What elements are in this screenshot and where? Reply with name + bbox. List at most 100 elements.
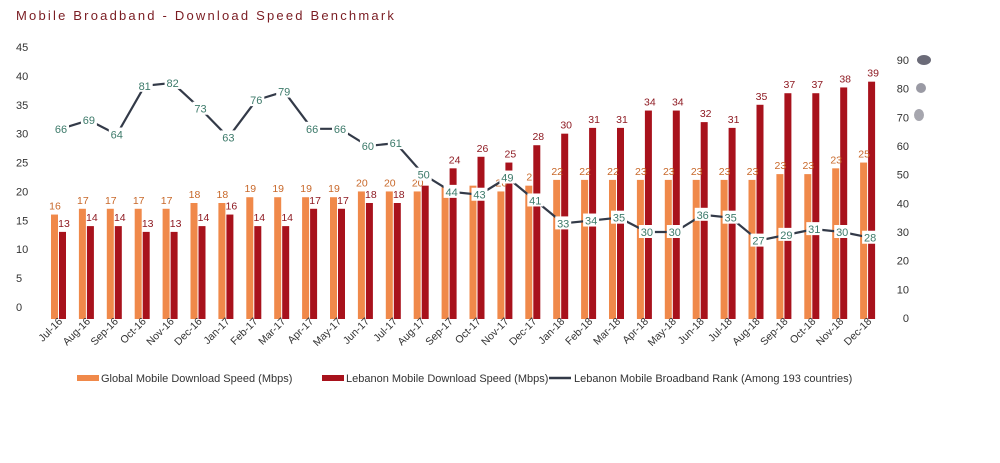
left-axis-tick: 25	[16, 158, 28, 170]
lebanon-speed-bar	[87, 226, 94, 319]
lebanon-speed-label: 31	[616, 114, 628, 126]
legend-label-rank: Lebanon Mobile Broadband Rank (Among 193…	[574, 373, 852, 385]
x-axis-tick: Feb-17	[228, 316, 260, 348]
lebanon-speed-bar	[784, 93, 791, 319]
x-axis-tick: Jun-17	[341, 316, 372, 347]
lebanon-speed-bar	[282, 226, 289, 319]
global-speed-label: 16	[49, 201, 61, 213]
rank-label: 61	[390, 138, 402, 150]
lebanon-speed-bar	[199, 226, 206, 319]
lebanon-speed-label: 31	[728, 114, 740, 126]
rank-label: 31	[808, 224, 820, 236]
global-speed-label: 17	[133, 195, 145, 207]
rank-label: 28	[864, 233, 876, 245]
lebanon-speed-label: 34	[672, 97, 684, 109]
rank-label: 66	[306, 124, 318, 136]
x-axis-tick: Mar-18	[591, 316, 623, 348]
rank-label: 30	[836, 227, 848, 239]
rank-label: 27	[752, 236, 764, 248]
global-speed-bar	[191, 203, 198, 319]
lebanon-speed-label: 35	[756, 91, 768, 103]
global-speed-label: 23	[830, 154, 842, 166]
lebanon-speed-bar	[226, 215, 233, 319]
lebanon-speed-label: 39	[867, 68, 879, 80]
right-axis-tick: 90	[897, 55, 909, 67]
lebanon-speed-label: 14	[253, 212, 265, 224]
rank-label: 30	[669, 227, 681, 239]
x-axis-tick: Nov-18	[814, 316, 847, 349]
right-axis-tick: 20	[897, 256, 909, 268]
right-axis-tick: 80	[897, 84, 909, 96]
x-axis-tick: Oct-18	[788, 316, 819, 347]
lebanon-speed-bar	[757, 105, 764, 319]
global-speed-bar	[414, 191, 421, 319]
lebanon-speed-bar	[533, 145, 540, 319]
lebanon-speed-bar	[840, 87, 847, 319]
x-axis-tick: Mar-17	[256, 316, 288, 348]
x-axis-tick: Feb-18	[563, 316, 595, 348]
global-speed-bar	[665, 180, 672, 319]
left-axis-tick: 10	[16, 244, 28, 256]
global-speed-label: 19	[272, 183, 284, 195]
global-speed-label: 23	[747, 166, 759, 178]
right-axis-tick: 10	[897, 284, 909, 296]
x-axis-tick: Sep-18	[758, 316, 791, 349]
x-axis-tick: May-17	[311, 316, 344, 349]
rank-label: 41	[529, 195, 541, 207]
lebanon-speed-label: 14	[86, 212, 98, 224]
lebanon-speed-label: 16	[226, 201, 238, 213]
lebanon-speed-label: 17	[309, 195, 321, 207]
x-axis-tick: Dec-17	[507, 316, 540, 349]
global-speed-bar	[693, 180, 700, 319]
right-axis-tick: 50	[897, 170, 909, 182]
lebanon-speed-label: 17	[337, 195, 349, 207]
global-speed-bar	[274, 197, 281, 319]
global-speed-bar	[386, 191, 393, 319]
legend-label-lebanon: Lebanon Mobile Download Speed (Mbps)	[346, 373, 548, 385]
global-speed-label: 22	[579, 166, 591, 178]
global-speed-bar	[553, 180, 560, 319]
x-axis-tick: Dec-18	[842, 316, 875, 349]
left-axis-tick: 30	[16, 129, 28, 141]
x-axis-tick: Oct-16	[118, 316, 149, 347]
left-axis-tick: 5	[16, 273, 22, 285]
smudge-mark	[916, 83, 926, 93]
smudge-mark	[914, 109, 924, 121]
global-speed-label: 19	[244, 183, 256, 195]
rank-label: 43	[473, 190, 485, 202]
global-speed-bar	[358, 191, 365, 319]
lebanon-speed-label: 37	[811, 79, 823, 91]
lebanon-speed-label: 30	[560, 120, 572, 132]
global-speed-bar	[581, 180, 588, 319]
lebanon-speed-label: 34	[644, 97, 656, 109]
global-speed-bar	[832, 168, 839, 319]
legend-swatch-global	[77, 375, 99, 381]
rank-label: 60	[362, 141, 374, 153]
lebanon-speed-label: 13	[58, 218, 70, 230]
global-speed-bar	[470, 186, 477, 319]
left-axis-tick: 20	[16, 186, 28, 198]
left-axis-tick: 45	[16, 42, 28, 54]
lebanon-speed-bar	[171, 232, 178, 319]
lebanon-speed-label: 13	[170, 218, 182, 230]
x-axis-tick: Aug-18	[730, 316, 763, 349]
chart-canvas: 0510152025303540450102030405060708090Jul…	[0, 0, 1000, 463]
lebanon-speed-label: 38	[839, 73, 851, 85]
rank-label: 34	[585, 216, 597, 228]
global-speed-label: 17	[161, 195, 173, 207]
right-axis-tick: 70	[897, 112, 909, 124]
lebanon-speed-bar	[59, 232, 66, 319]
x-axis-tick: Aug-17	[395, 316, 428, 349]
lebanon-speed-bar	[478, 157, 485, 319]
lebanon-speed-bar	[394, 203, 401, 319]
left-axis-tick: 40	[16, 71, 28, 83]
lebanon-speed-bar	[366, 203, 373, 319]
global-speed-bar	[79, 209, 86, 319]
global-speed-bar	[721, 180, 728, 319]
x-axis-tick: Nov-17	[479, 316, 512, 349]
lebanon-speed-label: 32	[700, 108, 712, 120]
global-speed-bar	[218, 203, 225, 319]
global-speed-bar	[163, 209, 170, 319]
rank-label: 82	[166, 78, 178, 90]
rank-label: 66	[334, 124, 346, 136]
